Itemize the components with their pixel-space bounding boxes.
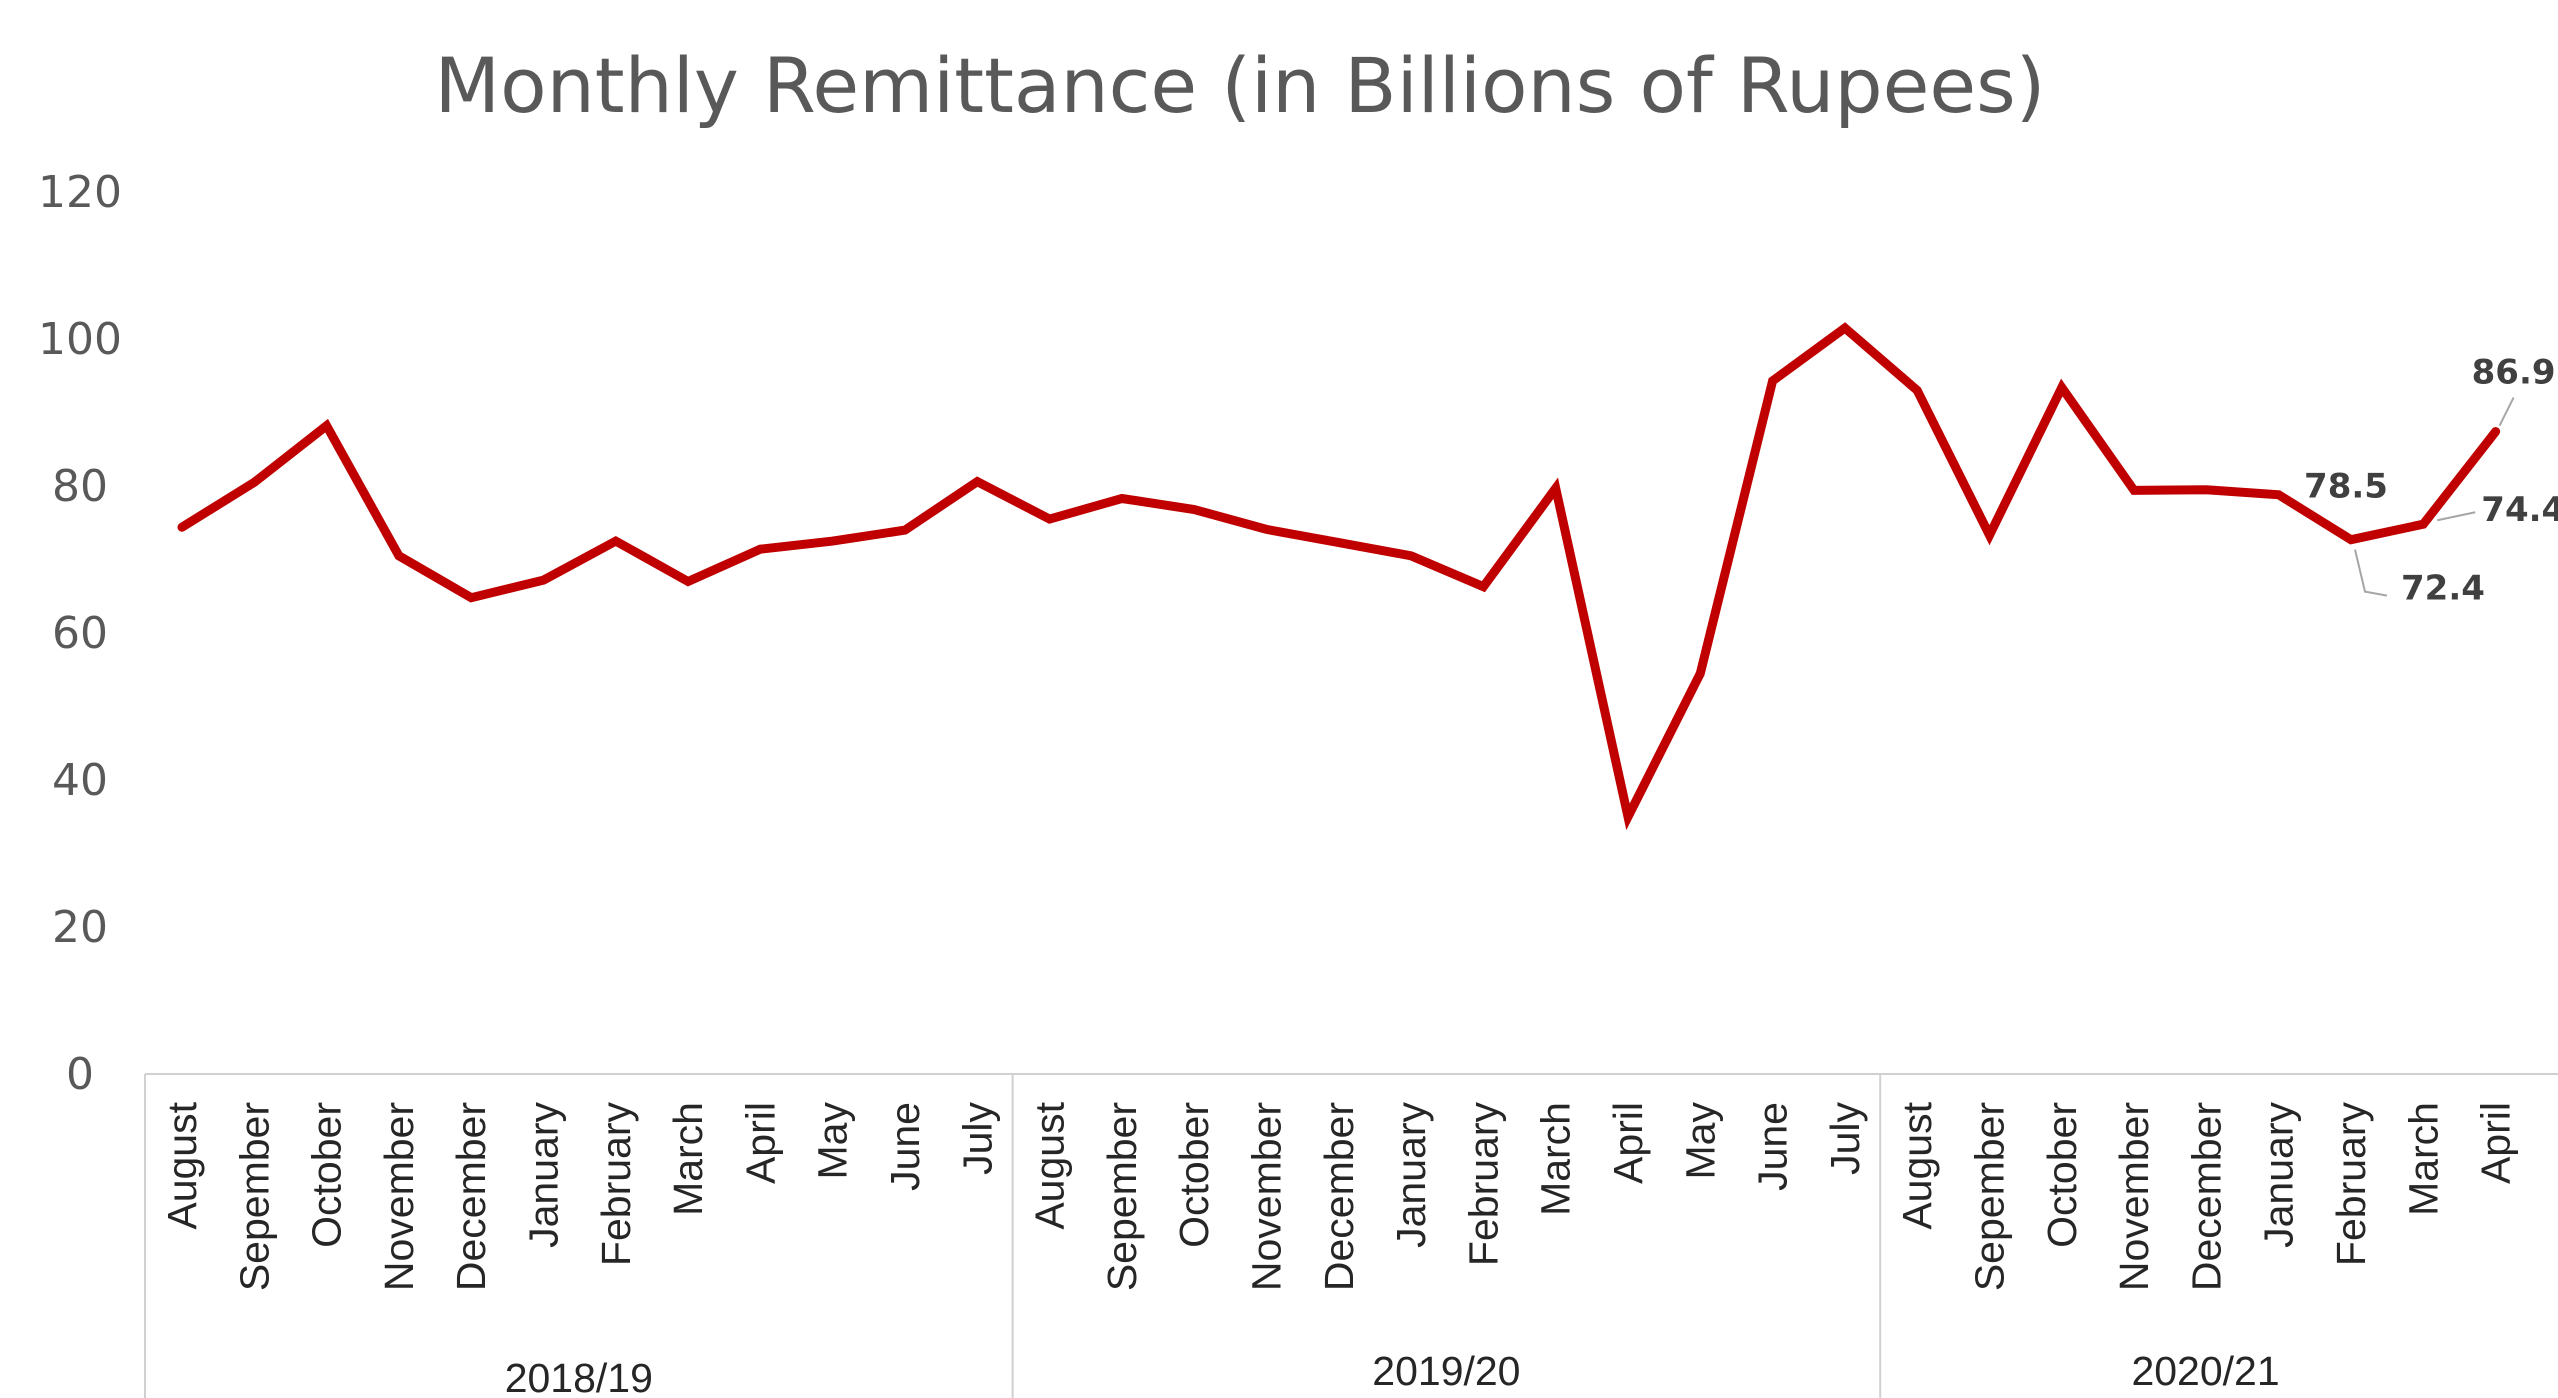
x-tick-label: April [2473, 1102, 2519, 1184]
data-point [2061, 387, 2063, 389]
data-point [543, 579, 545, 581]
x-tick-label: November [2111, 1102, 2157, 1291]
y-axis: 0 20 40 60 80 100 120 [38, 167, 122, 1100]
data-point [832, 540, 834, 542]
y-tick-label: 80 [52, 461, 108, 512]
y-tick-label: 20 [52, 902, 108, 953]
data-point [687, 581, 689, 583]
x-tick-label: May [1677, 1102, 1723, 1180]
y-tick-label: 100 [38, 314, 122, 365]
data-point [1772, 380, 1774, 382]
data-labels: 78.5 72.4 74.4 86.9 [2304, 353, 2558, 609]
x-tick-label: December [1316, 1102, 1362, 1291]
x-tick-label: November [1244, 1102, 1290, 1291]
data-point [2350, 539, 2352, 541]
data-point [904, 529, 906, 531]
x-tick-label: March [665, 1102, 711, 1216]
y-tick-label: 120 [38, 167, 122, 218]
x-group-label: 2019/20 [1372, 1348, 1520, 1394]
data-label: 86.9 [2472, 353, 2556, 393]
data-point [759, 548, 761, 550]
data-point [1121, 497, 1123, 499]
data-point [2133, 489, 2135, 491]
x-axis: August Sepember October November December Jan… [144, 1073, 2558, 1398]
data-label-leader [2354, 549, 2388, 597]
x-tick-label: April [1605, 1102, 1651, 1184]
x-tick-label: February [1460, 1102, 1506, 1267]
data-point [1916, 389, 1918, 391]
data-point [1989, 534, 1991, 536]
x-tick-label: April [737, 1102, 783, 1184]
data-point [1627, 816, 1629, 818]
data-point [326, 425, 328, 427]
data-point [976, 481, 978, 483]
data-point [1266, 528, 1268, 530]
x-tick-label: December [448, 1102, 494, 1291]
data-point [1049, 518, 1051, 520]
series-line [177, 322, 2501, 831]
x-tick-label: January [521, 1102, 567, 1248]
data-point [398, 555, 400, 557]
x-tick-label: August [1894, 1101, 1940, 1229]
y-tick-label: 0 [66, 1049, 94, 1100]
data-point [2495, 431, 2497, 433]
x-tick-label: Sepember [1099, 1102, 1145, 1291]
data-point [615, 540, 617, 542]
data-label-leader [2437, 511, 2476, 522]
x-tick-label: March [2400, 1102, 2446, 1216]
data-point [2422, 523, 2424, 525]
data-label-leader [2498, 397, 2515, 427]
x-tick-label: June [1750, 1102, 1796, 1191]
x-tick-label: October [2039, 1102, 2085, 1248]
data-point [253, 481, 255, 483]
x-tick-label: Sepember [231, 1102, 277, 1291]
x-tick-label: November [376, 1102, 422, 1291]
x-tick-label: February [2328, 1102, 2374, 1267]
x-group-label: 2018/19 [505, 1355, 653, 1398]
data-point [2278, 494, 2280, 496]
x-tick-label: July [1822, 1102, 1868, 1175]
data-point [1338, 542, 1340, 544]
x-tick-label: Sepember [1967, 1102, 2013, 1291]
x-tick-label: March [1533, 1102, 1579, 1216]
data-point [1844, 327, 1846, 329]
x-tick-label: January [1388, 1102, 1434, 1248]
data-point [1555, 487, 1557, 489]
series-line-path [177, 322, 2501, 831]
y-tick-label: 40 [52, 755, 108, 806]
x-tick-label: July [954, 1102, 1000, 1175]
data-label: 72.4 [2401, 569, 2485, 609]
x-group-label: 2020/21 [2131, 1348, 2279, 1394]
data-point [1410, 555, 1412, 557]
data-label: 78.5 [2304, 467, 2388, 507]
data-label: 74.4 [2481, 490, 2558, 530]
x-tick-label: August [1027, 1101, 1073, 1229]
data-point [181, 526, 183, 528]
data-point [470, 597, 472, 599]
x-tick-label: October [1171, 1102, 1217, 1248]
x-tick-label: August [159, 1101, 205, 1229]
data-point [1193, 509, 1195, 511]
x-tick-label: February [593, 1102, 639, 1267]
data-point [1699, 672, 1701, 674]
data-point [1482, 586, 1484, 588]
data-point [2205, 489, 2207, 491]
x-tick-label: October [304, 1102, 350, 1248]
x-tick-label: June [882, 1102, 928, 1191]
chart-title: Monthly Remittance (in Billions of Rupee… [435, 41, 2046, 130]
x-tick-label: May [810, 1102, 856, 1180]
x-tick-label: December [2183, 1102, 2229, 1291]
x-tick-label: January [2256, 1102, 2302, 1248]
y-tick-label: 60 [52, 608, 108, 659]
